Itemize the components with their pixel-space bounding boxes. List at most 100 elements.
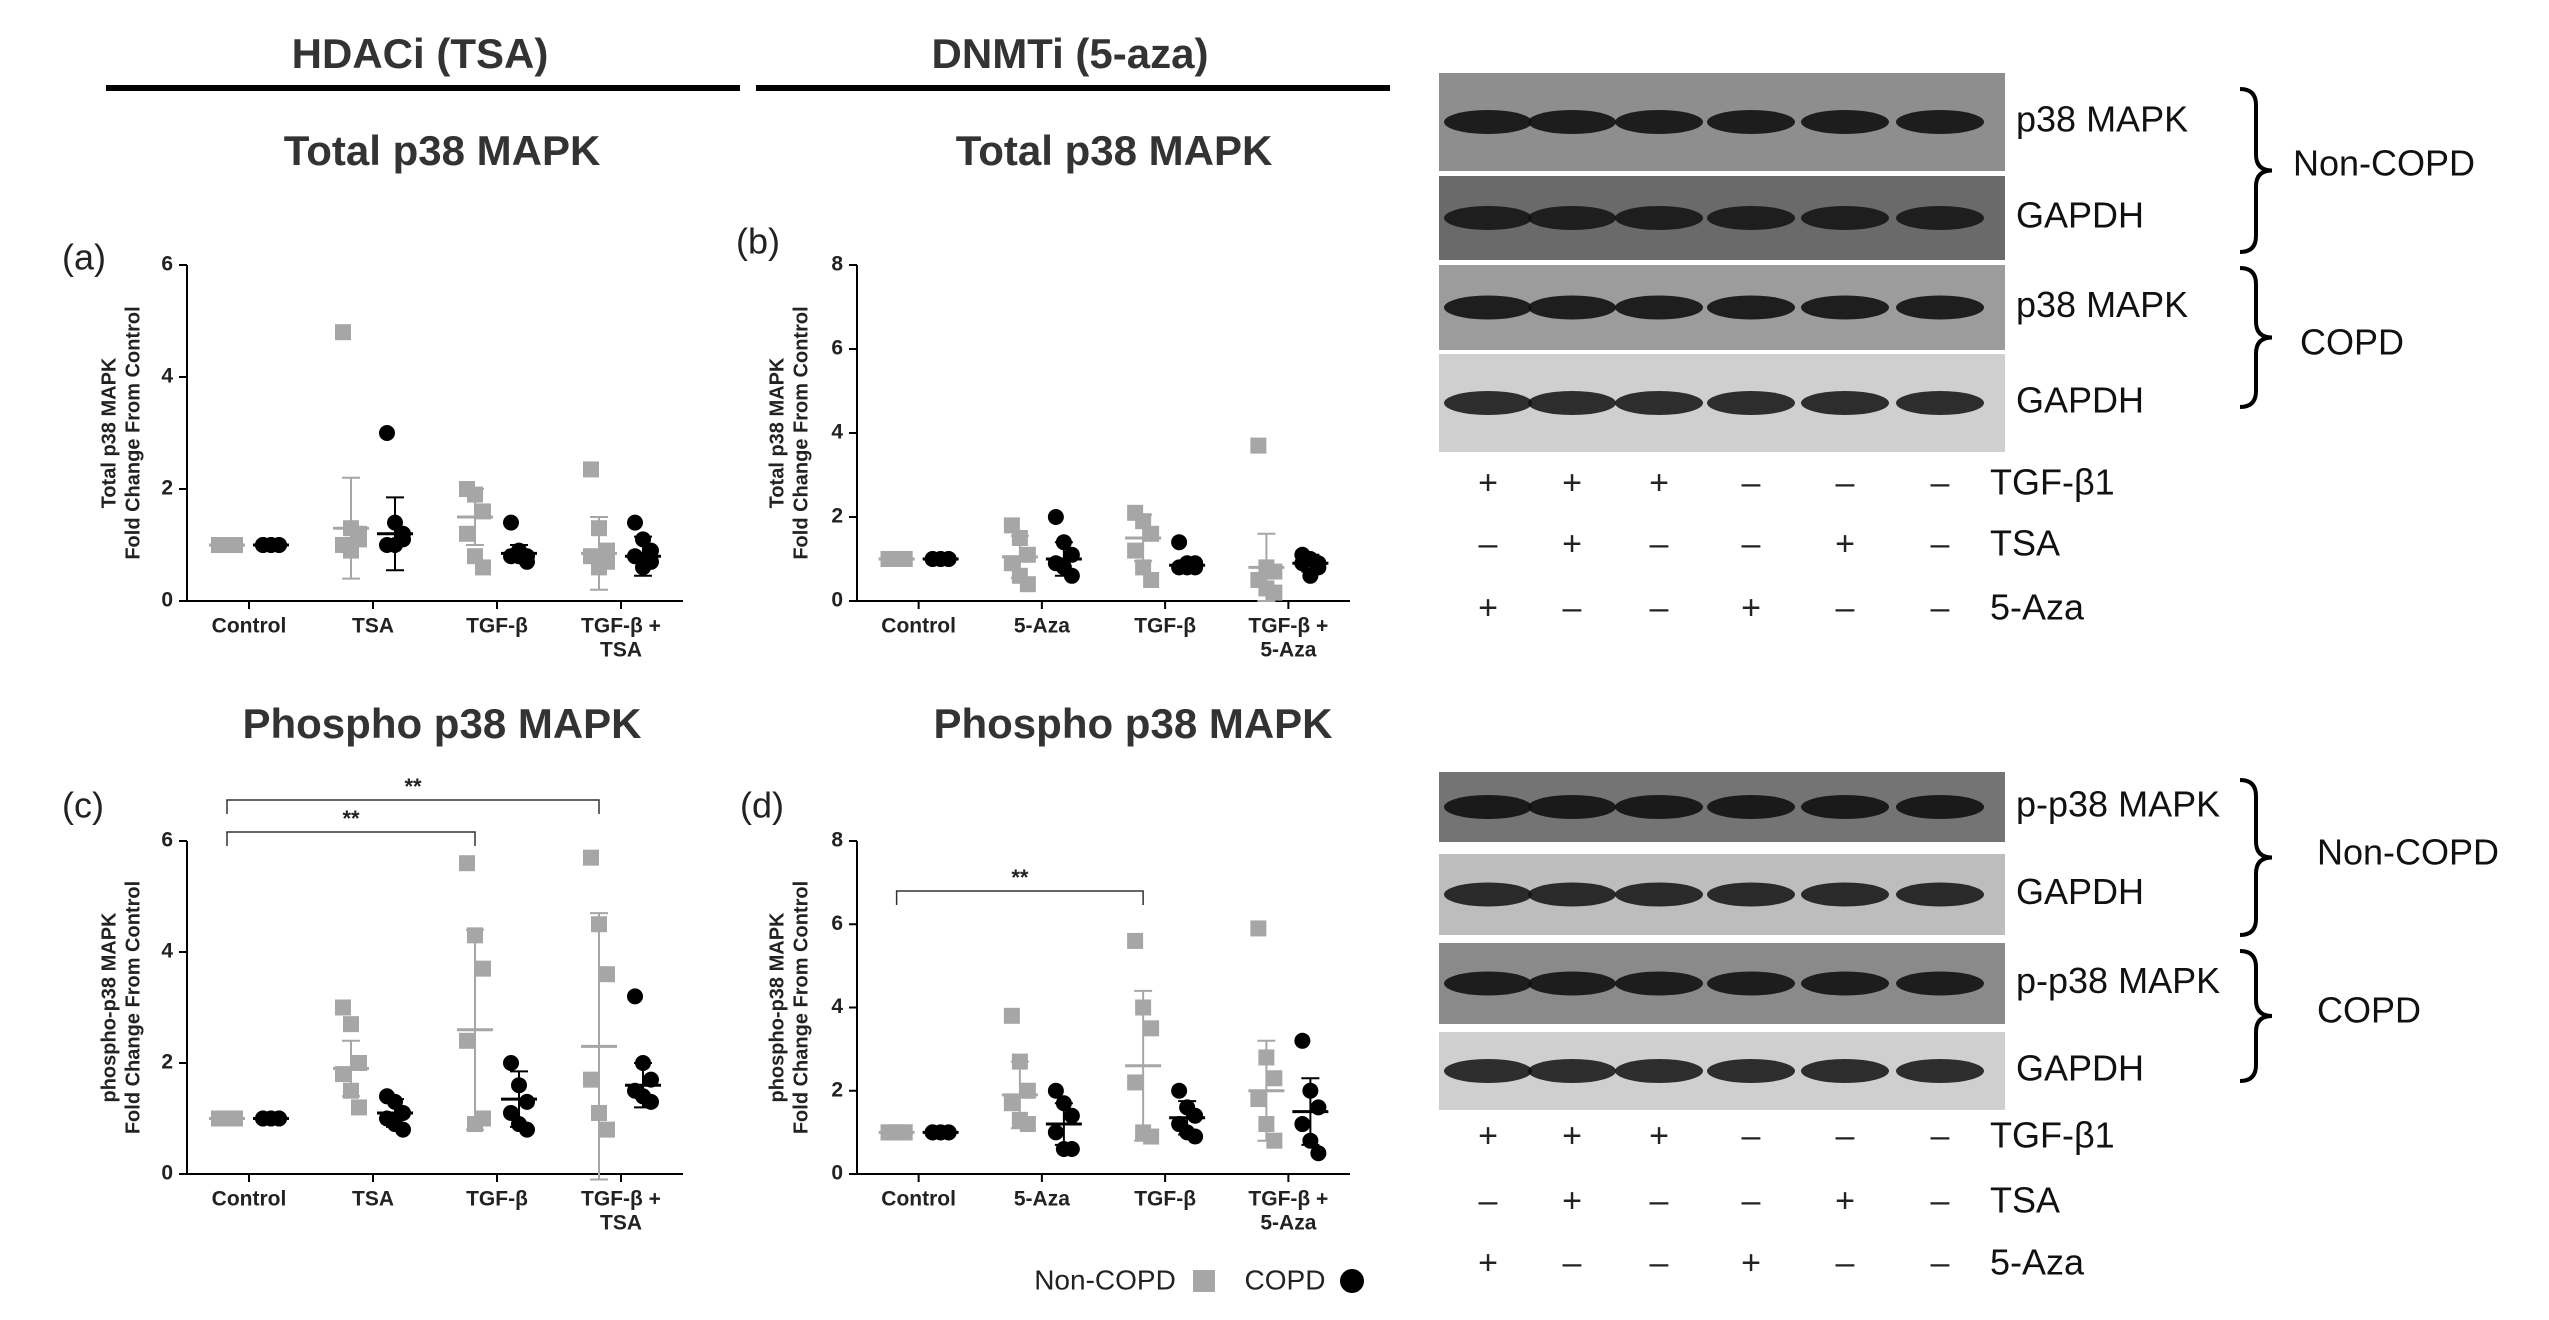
blot-band [1707,391,1795,415]
blot-band [1615,110,1703,134]
point [379,425,395,441]
blot-band [1896,391,1984,415]
point [459,855,475,872]
blot-band [1707,1059,1795,1083]
treatment-sign: – [1931,1182,1950,1220]
panel-label: (d) [740,785,784,826]
y-tick-label: 2 [831,505,843,528]
point [503,514,519,531]
x-tick-label: 5-Aza [1014,1188,1070,1211]
x-tick-label: TSA [600,1212,642,1235]
treatment-label: TGF-β1 [1990,462,2115,503]
treatment-sign: – [1742,1117,1761,1155]
y-tick-label: 0 [161,589,173,612]
blot-band [1444,206,1532,230]
point [1187,1128,1204,1145]
chart-title: Phospho p38 MAPK [242,700,641,747]
point [1310,1145,1327,1162]
treatment-sign: – [1563,589,1582,627]
point [1047,1124,1064,1141]
treatment-sign: + [1562,525,1582,563]
y-tick-label: 0 [831,589,843,612]
x-tick-label: TGF-β [1134,615,1196,638]
error-bar [1257,532,1276,602]
blot-band [1444,795,1532,819]
treatment-sign: – [1836,464,1855,502]
blot-row-label: p-p38 MAPK [2016,960,2220,1001]
y-axis-label: phospho-p38 MAPK [98,912,120,1103]
error-bar [466,928,484,1131]
blot-band [1801,1059,1889,1083]
error-bar [590,516,608,591]
treatment-sign: + [1835,525,1855,563]
treatment-sign: – [1650,1244,1669,1282]
point [1294,1116,1311,1133]
point [643,553,659,570]
point [1003,1095,1020,1112]
point [1171,534,1188,551]
y-tick-label: 0 [161,1162,173,1185]
blot-band [1896,110,1984,134]
blot-row-label: p38 MAPK [2016,284,2188,325]
point [459,525,475,542]
error-bar [1134,989,1153,1142]
point [643,1071,659,1088]
point [1063,1141,1080,1158]
point [1187,1107,1204,1124]
error-bar [510,1070,528,1128]
y-axis-label: Total p38 MAPK [766,357,788,508]
y-tick-label: 8 [831,829,843,852]
blot-band [1444,1059,1532,1083]
significance-bracket [226,799,600,814]
legend-swatch [1193,1270,1215,1292]
point [643,542,659,559]
error-bar [466,488,484,546]
blot-band [1615,1059,1703,1083]
treatment-sign: + [1741,589,1761,627]
blot-band [1896,971,1984,996]
treatment-sign: + [1741,1244,1761,1282]
blot-band [1801,206,1889,230]
blot-band [1444,295,1532,320]
error-bar [634,535,652,577]
group-header: DNMTi (5-aza) [932,30,1209,77]
treatment-sign: – [1931,464,1950,502]
chart-title: Total p38 MAPK [956,127,1273,174]
group-brace [2239,778,2273,937]
treatment-sign: – [1931,589,1950,627]
y-tick-label: 4 [161,365,173,388]
x-tick-label: TSA [600,639,642,662]
x-tick-label: Control [881,1188,956,1211]
point [583,1071,599,1088]
blot-band [1896,1059,1984,1083]
point [1003,1007,1020,1024]
error-bar [1301,1077,1320,1146]
x-tick-label: 5-Aza [1260,639,1316,662]
point [627,514,643,531]
blot-band [1615,295,1703,320]
y-tick-label: 6 [831,337,843,360]
point [351,1055,367,1071]
blot-row-label: p-p38 MAPK [2016,784,2220,825]
blot-band [1615,795,1703,819]
blot-band [1444,110,1532,134]
blot-band [1707,795,1795,819]
y-tick-label: 4 [161,940,173,963]
point [1143,1020,1160,1037]
significance-label: ** [342,806,360,831]
legend-label: Non-COPD [1034,1264,1176,1295]
point [1294,1032,1311,1049]
x-tick-label: TGF-β + [581,615,661,638]
treatment-sign: + [1562,1117,1582,1155]
error-bar [590,912,608,1181]
x-tick-label: Control [212,615,287,638]
group-label: Non-COPD [2317,832,2499,873]
blot-row-label: GAPDH [2016,380,2144,421]
error-bar [1301,553,1320,573]
blot-band [1615,882,1703,907]
point [343,1016,359,1033]
y-tick-label: 0 [831,1162,843,1185]
treatment-sign: – [1836,1244,1855,1282]
significance-label: ** [404,774,422,799]
point [1127,1074,1144,1091]
